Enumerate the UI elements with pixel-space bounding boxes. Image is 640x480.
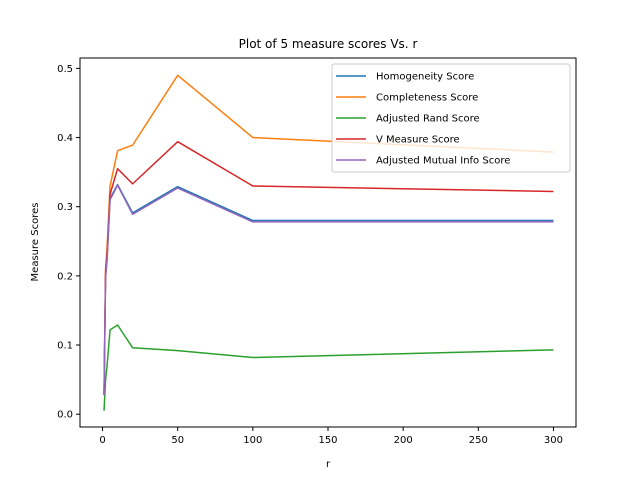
series-layer <box>103 74 554 411</box>
x-axis: 0 50 100 150 200 250 300 <box>99 427 563 446</box>
y-tick-label: 0.2 <box>57 271 73 282</box>
legend-label-completeness-score: Completeness Score <box>376 93 478 104</box>
x-tick-label: 150 <box>318 435 337 446</box>
y-tick-label: 0.1 <box>57 341 73 352</box>
x-axis-label: r <box>326 459 331 470</box>
series-line-adjusted-mutual-info-score <box>103 184 554 396</box>
legend-label-homogeneity-score: Homogeneity Score <box>376 72 474 83</box>
y-axis: 0.0 0.1 0.2 0.3 0.4 0.5 <box>57 64 80 421</box>
x-tick-label: 0 <box>99 435 105 446</box>
x-tick-label: 100 <box>243 435 262 446</box>
y-tick-label: 0.0 <box>57 410 73 421</box>
series-line-adjusted-rand-score <box>103 324 554 411</box>
series-line-homogeneity-score <box>103 183 554 395</box>
legend-box <box>331 63 571 173</box>
legend-label-v-measure-score: V Measure Score <box>376 135 460 146</box>
chart-title: Plot of 5 measure scores Vs. r <box>239 37 418 51</box>
x-tick-label: 250 <box>469 435 488 446</box>
y-axis-label: Measure Scores <box>30 203 41 282</box>
legend: Homogeneity Score Completeness Score Adjus… <box>331 63 571 173</box>
y-tick-label: 0.5 <box>57 64 73 75</box>
y-tick-label: 0.3 <box>57 202 73 213</box>
y-tick-label: 0.4 <box>57 133 73 144</box>
legend-label-adjusted-mutual-info-score: Adjusted Mutual Info Score <box>376 156 510 167</box>
x-tick-label: 300 <box>544 435 563 446</box>
x-tick-label: 50 <box>171 435 184 446</box>
legend-label-adjusted-rand-score: Adjusted Rand Score <box>376 114 480 125</box>
x-tick-label: 200 <box>394 435 413 446</box>
